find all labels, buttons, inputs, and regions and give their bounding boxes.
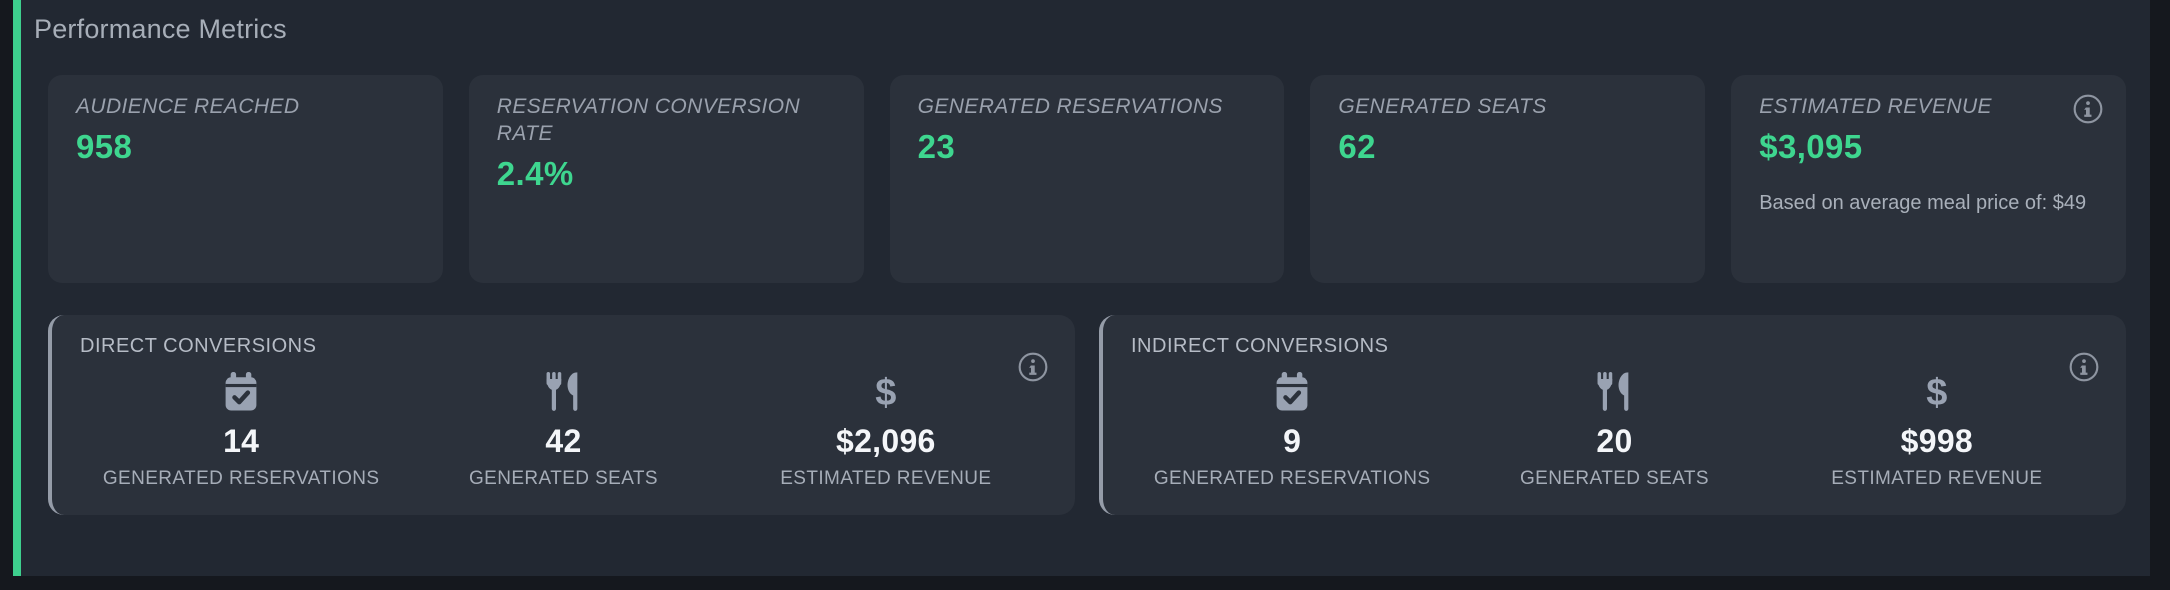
summary-card-row: AUDIENCE REACHED 958 RESERVATION CONVERS… bbox=[48, 75, 2126, 283]
metric-value: 42 bbox=[545, 423, 582, 459]
metric-value: $2,096 bbox=[835, 423, 936, 459]
metric-group: 14 GENERATED RESERVATIONS 42 GENERATED S… bbox=[80, 368, 1047, 490]
summary-card-reservation-conversion-rate: RESERVATION CONVERSION RATE 2.4% bbox=[468, 75, 864, 283]
metric-value: 14 bbox=[223, 423, 260, 459]
page-title: Performance Metrics bbox=[34, 14, 287, 44]
summary-card-audience-reached: AUDIENCE REACHED 958 bbox=[48, 75, 443, 283]
metric-generated-seats: 42 GENERATED SEATS bbox=[402, 368, 724, 490]
metric-label: GENERATED SEATS bbox=[1338, 95, 1547, 118]
indirect-conversions-card: INDIRECT CONVERSIONS 9 GENERATED RESERVA… bbox=[1099, 315, 2126, 515]
dollar-icon: $ bbox=[875, 372, 897, 414]
average-meal-price-note: Based on average meal price of: $49 bbox=[1759, 192, 2087, 214]
metric-value: 9 bbox=[1283, 423, 1302, 459]
metric-value: $3,095 bbox=[1759, 128, 1863, 165]
performance-metrics-panel: Performance Metrics AUDIENCE REACHED 958… bbox=[13, 0, 2150, 576]
info-icon[interactable] bbox=[1017, 351, 1049, 383]
calendar-check-icon bbox=[220, 368, 262, 414]
metric-estimated-revenue: $ $2,096 ESTIMATED REVENUE bbox=[725, 368, 1047, 490]
metric-value: $998 bbox=[1900, 423, 1974, 459]
metric-label: RESERVATION CONVERSION RATE bbox=[496, 95, 801, 145]
summary-card-generated-reservations: GENERATED RESERVATIONS 23 bbox=[889, 75, 1285, 283]
metric-label: ESTIMATED REVENUE bbox=[1759, 95, 1992, 118]
metric-value: 958 bbox=[76, 128, 133, 165]
metric-label: GENERATED RESERVATIONS bbox=[102, 468, 380, 489]
metric-group: 9 GENERATED RESERVATIONS 20 GENERATED SE… bbox=[1131, 368, 2098, 490]
metric-label: ESTIMATED REVENUE bbox=[780, 468, 992, 489]
summary-card-estimated-revenue: ESTIMATED REVENUE $3,095 Based on averag… bbox=[1731, 75, 2126, 283]
info-icon[interactable] bbox=[2072, 93, 2104, 125]
metric-label: AUDIENCE REACHED bbox=[76, 95, 300, 118]
metric-label: GENERATED RESERVATIONS bbox=[1153, 468, 1431, 489]
metric-label: GENERATED RESERVATIONS bbox=[917, 95, 1223, 118]
metric-value: 20 bbox=[1596, 423, 1633, 459]
direct-conversions-card: DIRECT CONVERSIONS 14 GENERATED RESERVAT… bbox=[48, 315, 1075, 515]
metric-label: GENERATED SEATS bbox=[1519, 468, 1709, 489]
utensils-icon bbox=[1593, 368, 1635, 414]
info-icon[interactable] bbox=[2068, 351, 2100, 383]
summary-card-generated-seats: GENERATED SEATS 62 bbox=[1310, 75, 1706, 283]
metric-generated-seats: 20 GENERATED SEATS bbox=[1453, 368, 1775, 490]
metric-value: 2.4% bbox=[496, 155, 574, 192]
utensils-icon bbox=[542, 368, 584, 414]
metric-estimated-revenue: $ $998 ESTIMATED REVENUE bbox=[1776, 368, 2098, 490]
metric-generated-reservations: 9 GENERATED RESERVATIONS bbox=[1131, 368, 1453, 490]
metric-label: ESTIMATED REVENUE bbox=[1831, 468, 2043, 489]
dollar-icon: $ bbox=[1926, 372, 1948, 414]
card-title: INDIRECT CONVERSIONS bbox=[1131, 335, 1389, 357]
metric-value: 62 bbox=[1338, 128, 1376, 165]
card-title: DIRECT CONVERSIONS bbox=[80, 335, 317, 357]
metric-generated-reservations: 14 GENERATED RESERVATIONS bbox=[80, 368, 402, 490]
conversion-card-row: DIRECT CONVERSIONS 14 GENERATED RESERVAT… bbox=[48, 315, 2126, 515]
metric-label: GENERATED SEATS bbox=[468, 468, 658, 489]
calendar-check-icon bbox=[1271, 368, 1313, 414]
metric-value: 23 bbox=[917, 128, 956, 165]
